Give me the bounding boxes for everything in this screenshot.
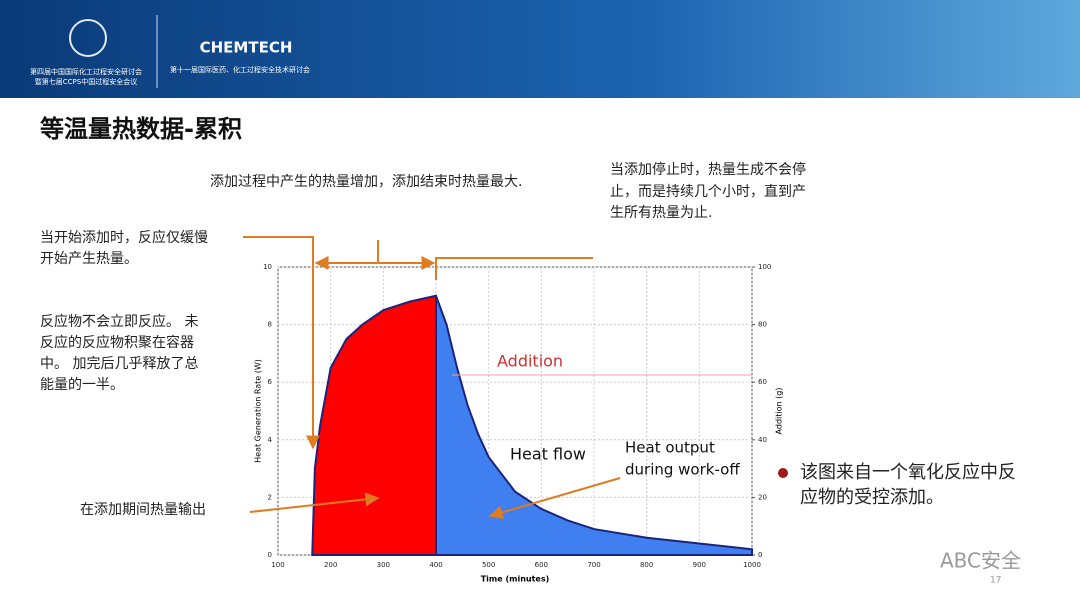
x-tick-label: 200: [324, 561, 337, 569]
note: 当开始添加时，反应仅缓慢: [40, 229, 208, 246]
header-text: 第十一届国际医药、化工过程安全技术研讨会: [170, 65, 310, 74]
y-tick-label: 8: [268, 321, 272, 329]
y2-axis-label: Addition (g): [775, 388, 784, 435]
logo: [69, 19, 107, 57]
brand: CHEMTECH: [200, 39, 293, 57]
y2-tick-label: 20: [758, 493, 767, 501]
x-tick-label: 800: [640, 561, 653, 569]
page-number: 17: [990, 576, 1001, 586]
bullet-text: 应物的受控添加。: [800, 487, 944, 508]
annotation: during work-off: [625, 461, 740, 479]
y-tick-label: 2: [268, 493, 272, 501]
callout-arrow: [249, 492, 380, 513]
note: 反应物不会立即反应。 未: [40, 313, 198, 330]
x-tick-label: 400: [429, 561, 442, 569]
y2-tick-label: 0: [758, 551, 762, 559]
annotation: Heat flow: [510, 445, 586, 464]
y-tick-label: 10: [263, 263, 272, 271]
annotation: Heat output: [625, 439, 715, 457]
x-tick-label: 700: [587, 561, 600, 569]
y2-tick-label: 60: [758, 378, 767, 386]
y2-tick-label: 100: [758, 263, 771, 271]
header-band: [0, 0, 1080, 98]
watermark: ABC安全: [940, 549, 1021, 573]
callouts: [243, 236, 621, 520]
bullet-text: 该图来自一个氧化反应中反: [800, 462, 1016, 483]
chart: 100 200 300 400 500 600 700 800 900 1000024681002…: [254, 263, 784, 584]
note: 能量的一半。: [40, 377, 124, 393]
y-tick-label: 4: [268, 436, 273, 444]
x-tick-label: 300: [377, 561, 390, 569]
y-tick-label: 6: [268, 378, 273, 386]
note: 当添加停止时，热量生成不会停: [610, 161, 806, 178]
x-tick-label: 900: [693, 561, 706, 569]
callout-line: [435, 257, 593, 280]
y2-tick-label: 40: [758, 436, 767, 444]
heat-area: [435, 295, 753, 556]
callout-arrow: [243, 236, 320, 450]
callout-arrow: [488, 477, 621, 520]
annotation: Addition: [497, 352, 563, 371]
x-axis-label: Time (minutes): [481, 575, 550, 584]
note: 止，而是持续几个小时，直到产: [610, 183, 806, 200]
x-tick-label: 100: [271, 561, 284, 569]
note: 中。 加完后几乎释放了总: [40, 356, 198, 372]
x-tick-label: 600: [535, 561, 548, 569]
note: 生所有热量为止.: [610, 205, 712, 221]
x-tick-label: 500: [482, 561, 495, 569]
note: 开始产生热量。: [40, 251, 138, 267]
bullet-dot: [778, 468, 788, 478]
slide-title: 等温量热数据-累积: [40, 115, 242, 143]
y-axis-label: Heat Generation Rate (W): [254, 359, 263, 463]
note: 反应的反应物积聚在容器: [40, 334, 194, 351]
header-text: 第四届中国国际化工过程安全研讨会: [30, 67, 142, 76]
header-text: 暨第七届CCPS中国过程安全会议: [35, 77, 137, 86]
note: 在添加期间热量输出: [80, 502, 206, 518]
y2-tick-label: 80: [758, 321, 767, 329]
note: 添加过程中产生的热量增加，添加结束时热量最大.: [210, 174, 522, 190]
y-tick-label: 0: [268, 551, 272, 559]
x-tick-label: 1000: [743, 561, 761, 569]
